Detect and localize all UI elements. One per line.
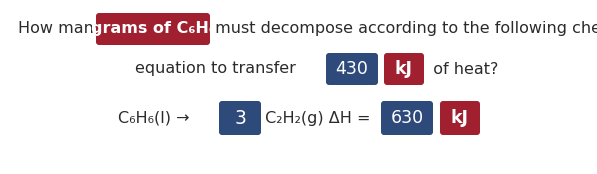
FancyBboxPatch shape bbox=[381, 101, 433, 135]
Text: C₆H₆(l) →: C₆H₆(l) → bbox=[118, 110, 189, 125]
Text: of heat?: of heat? bbox=[423, 61, 498, 77]
Text: 3: 3 bbox=[234, 109, 246, 128]
Text: kJ: kJ bbox=[395, 60, 413, 78]
Text: How many: How many bbox=[18, 22, 109, 37]
Text: 430: 430 bbox=[336, 60, 368, 78]
Text: must decompose according to the following chemical: must decompose according to the followin… bbox=[210, 22, 597, 37]
Text: grams of C₆H₆: grams of C₆H₆ bbox=[91, 22, 216, 37]
Text: kJ: kJ bbox=[451, 109, 469, 127]
FancyBboxPatch shape bbox=[440, 101, 480, 135]
Text: C₂H₂(g) ΔH =: C₂H₂(g) ΔH = bbox=[260, 110, 376, 125]
FancyBboxPatch shape bbox=[96, 13, 210, 45]
FancyBboxPatch shape bbox=[219, 101, 261, 135]
FancyBboxPatch shape bbox=[384, 53, 424, 85]
Text: 630: 630 bbox=[390, 109, 423, 127]
Text: equation to transfer: equation to transfer bbox=[135, 61, 301, 77]
FancyBboxPatch shape bbox=[326, 53, 378, 85]
